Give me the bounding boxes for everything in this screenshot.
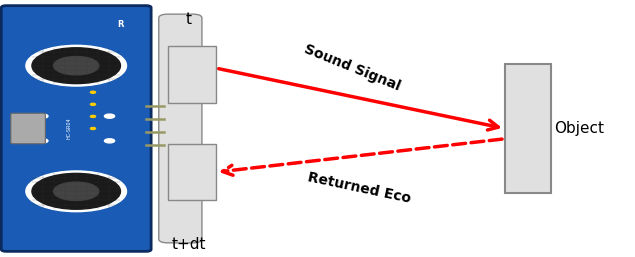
- Circle shape: [26, 171, 126, 212]
- Bar: [168, 144, 216, 200]
- Circle shape: [38, 139, 48, 143]
- FancyBboxPatch shape: [11, 113, 45, 144]
- Bar: [505, 64, 551, 193]
- Circle shape: [53, 182, 99, 200]
- Circle shape: [90, 91, 95, 93]
- Circle shape: [104, 139, 114, 143]
- Text: HC-SR04: HC-SR04: [67, 118, 72, 139]
- Circle shape: [32, 48, 121, 84]
- FancyBboxPatch shape: [1, 6, 151, 251]
- Text: t+dt: t+dt: [171, 237, 206, 252]
- Circle shape: [26, 45, 126, 86]
- Text: Returned Eco: Returned Eco: [306, 170, 411, 205]
- Circle shape: [104, 114, 114, 118]
- Circle shape: [90, 103, 95, 105]
- Text: Sound Signal: Sound Signal: [302, 42, 403, 94]
- Circle shape: [90, 115, 95, 117]
- Circle shape: [32, 173, 121, 209]
- Text: R: R: [117, 20, 124, 29]
- Circle shape: [53, 57, 99, 75]
- Bar: [168, 46, 216, 103]
- Text: t: t: [186, 12, 192, 26]
- Circle shape: [38, 114, 48, 118]
- Circle shape: [90, 127, 95, 130]
- Text: Object: Object: [554, 121, 604, 136]
- FancyBboxPatch shape: [159, 14, 202, 243]
